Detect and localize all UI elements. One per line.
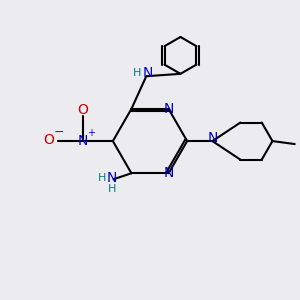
Text: H: H [133,68,141,78]
Text: N: N [164,166,174,180]
Text: N: N [164,102,174,116]
Text: −: − [53,126,64,139]
Text: +: + [87,128,94,138]
Text: N: N [78,134,88,148]
Text: O: O [78,103,88,117]
Text: N: N [142,66,153,80]
Text: H: H [98,173,106,183]
Text: H: H [108,184,116,194]
Text: N: N [107,171,117,185]
Text: O: O [44,133,54,147]
Text: N: N [207,130,218,145]
